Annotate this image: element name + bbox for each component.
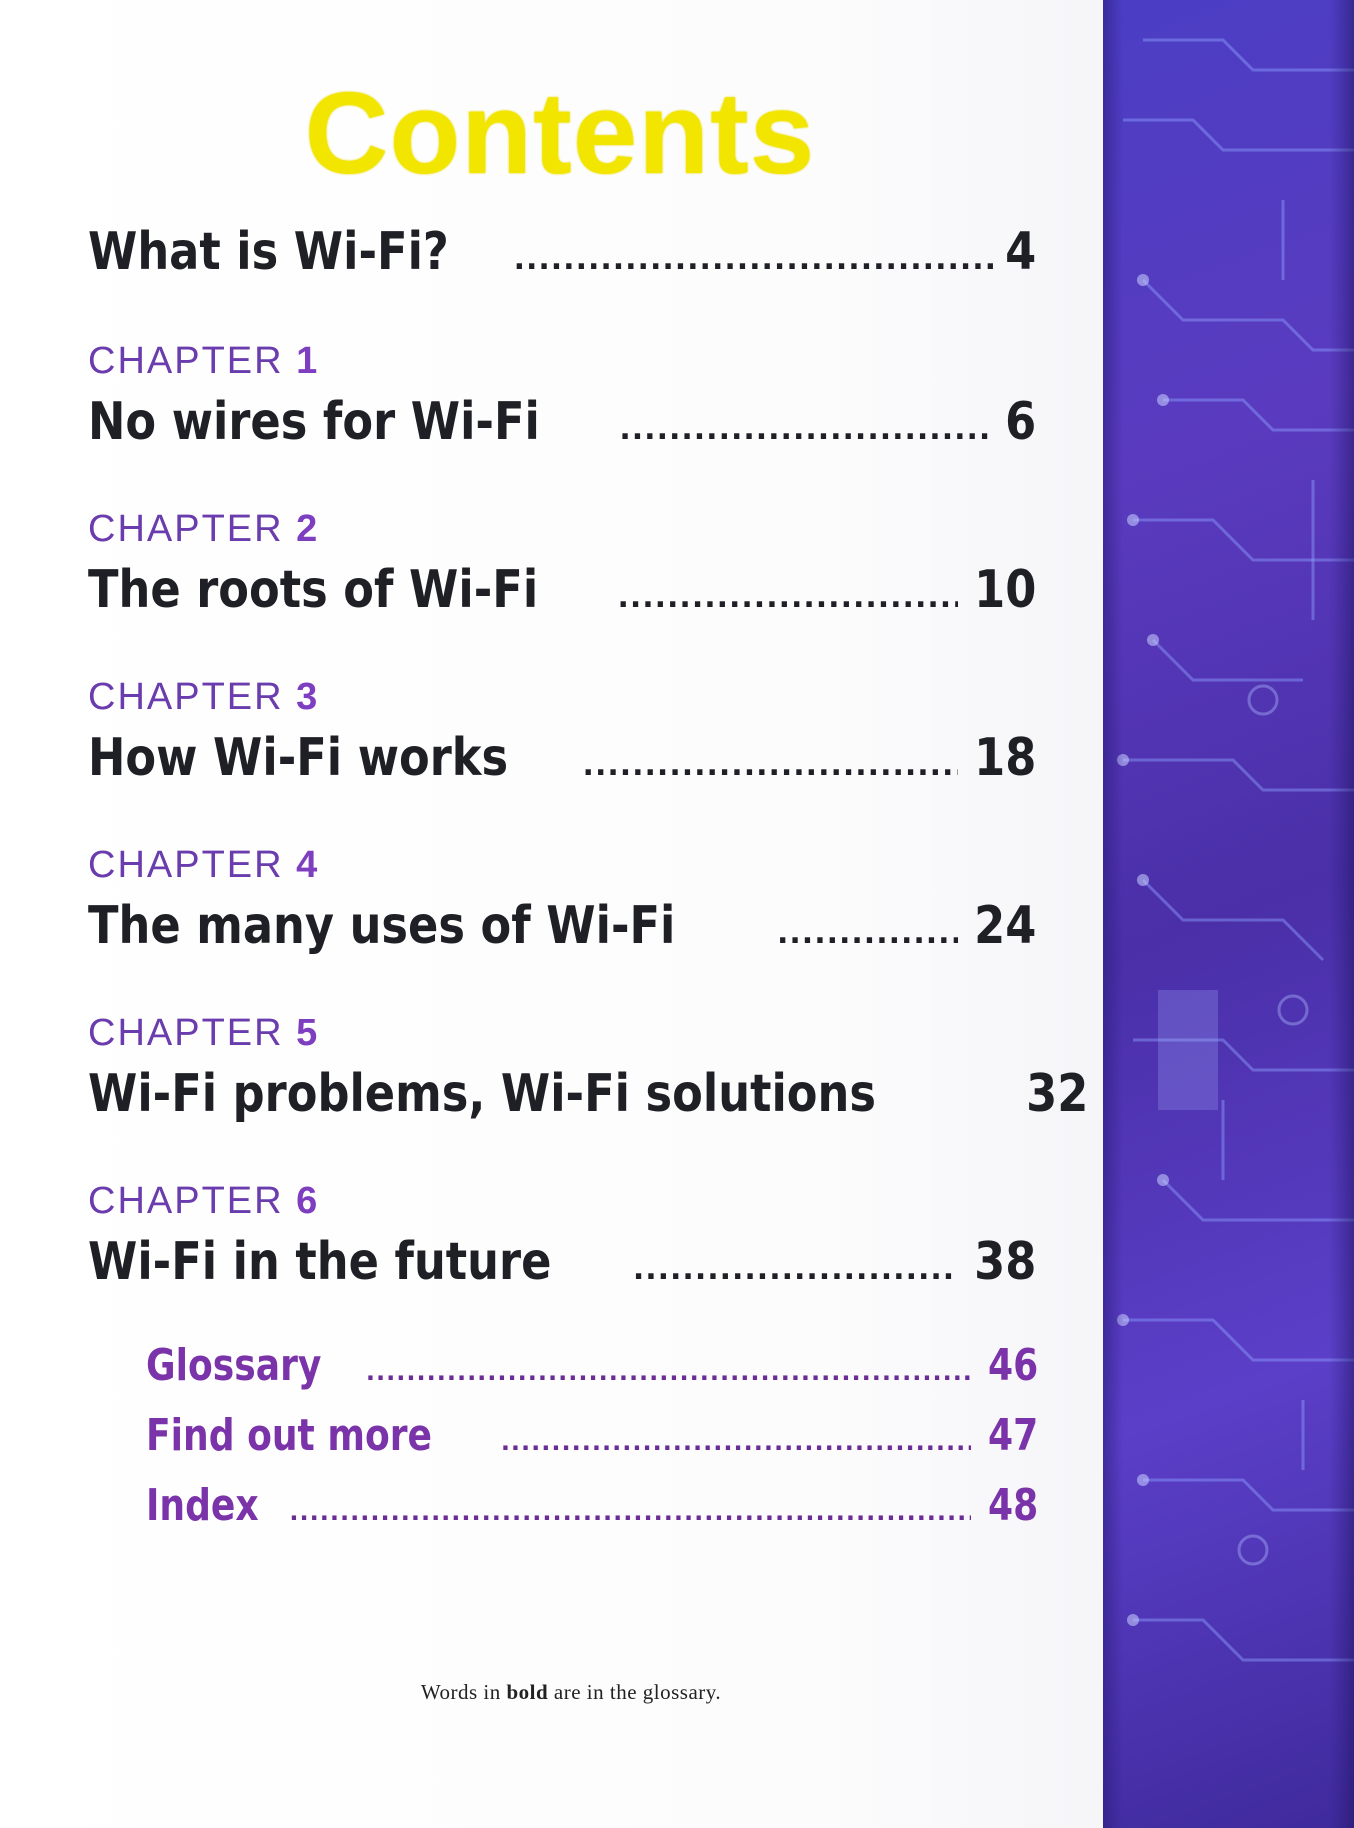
dot-leader: ........................................… xyxy=(513,242,994,277)
chapter-number: 5 xyxy=(296,1012,320,1054)
toc-entry-page: 38 xyxy=(973,1232,1036,1292)
toc-entry-chapter-6[interactable]: Wi-Fi in the future ....................… xyxy=(88,1232,1036,1292)
toc-entry-page: 46 xyxy=(987,1340,1038,1391)
toc-entry-page: 4 xyxy=(1004,222,1036,282)
chapter-word: CHAPTER xyxy=(88,844,284,886)
toc-entry-index[interactable]: Index ..................................… xyxy=(146,1480,1038,1531)
chapter-number: 4 xyxy=(296,844,320,886)
chapter-number: 6 xyxy=(296,1180,320,1222)
toc-entry-label: Glossary xyxy=(146,1340,322,1391)
toc-entry-label: The roots of Wi-Fi xyxy=(88,560,539,620)
chapter-number: 1 xyxy=(296,340,320,382)
toc-entry-page: 10 xyxy=(973,560,1036,620)
footnote-text-after: are in the glossary. xyxy=(548,1680,722,1704)
circuit-board-side-panel xyxy=(1103,0,1354,1828)
toc-entry-label: Find out more xyxy=(146,1410,433,1461)
chapter-heading-4: CHAPTER 4 xyxy=(88,844,319,887)
chapter-word: CHAPTER xyxy=(88,1180,284,1222)
footnote-bold-word: bold xyxy=(506,1680,549,1704)
dot-leader: ........................................… xyxy=(500,1428,971,1456)
dot-leader: ........................................… xyxy=(289,1498,971,1526)
toc-entry-find-out-more[interactable]: Find out more ..........................… xyxy=(146,1410,1038,1461)
chapter-heading-5: CHAPTER 5 xyxy=(88,1012,319,1055)
toc-entry-label: What is Wi-Fi? xyxy=(88,222,449,282)
chapter-heading-2: CHAPTER 2 xyxy=(88,508,319,551)
toc-entry-intro[interactable]: What is Wi-Fi? .........................… xyxy=(88,222,1036,282)
footnote-text-before: Words in xyxy=(420,1680,507,1704)
dot-leader: ........................................… xyxy=(632,1252,958,1287)
toc-entry-page: 24 xyxy=(973,896,1036,956)
chapter-number: 3 xyxy=(296,676,320,718)
toc-entry-label: Wi-Fi in the future xyxy=(88,1232,552,1292)
dot-leader: ........................................… xyxy=(582,748,958,783)
toc-entry-label: No wires for Wi-Fi xyxy=(88,392,540,452)
chapter-word: CHAPTER xyxy=(88,676,284,718)
dot-leader: ........................................… xyxy=(619,412,993,447)
toc-entry-chapter-5[interactable]: Wi-Fi problems, Wi-Fi solutions ........… xyxy=(88,1064,1089,1124)
toc-entry-chapter-4[interactable]: The many uses of Wi-Fi .................… xyxy=(88,896,1036,956)
dot-leader: ........................................… xyxy=(617,580,957,615)
chapter-word: CHAPTER xyxy=(88,340,284,382)
toc-entry-page: 32 xyxy=(1026,1064,1089,1124)
toc-entry-chapter-2[interactable]: The roots of Wi-Fi .....................… xyxy=(88,560,1036,620)
chapter-heading-1: CHAPTER 1 xyxy=(88,340,319,383)
dot-leader: ........................................… xyxy=(365,1358,971,1386)
dot-leader: ........................................… xyxy=(777,916,958,951)
toc-entry-label: How Wi-Fi works xyxy=(88,728,509,788)
toc-entry-label: Index xyxy=(146,1480,259,1531)
toc-entry-page: 6 xyxy=(1004,392,1036,452)
toc-entry-label: The many uses of Wi-Fi xyxy=(88,896,676,956)
circuit-board-pattern-icon xyxy=(1103,0,1354,1828)
page-title: Contents xyxy=(304,68,816,198)
toc-entry-page: 47 xyxy=(987,1410,1038,1461)
toc-entry-page: 48 xyxy=(987,1480,1038,1531)
toc-entry-chapter-3[interactable]: How Wi-Fi works ........................… xyxy=(88,728,1036,788)
glossary-footnote: Words in bold are in the glossary. xyxy=(0,1680,1142,1705)
chapter-word: CHAPTER xyxy=(88,1012,284,1054)
toc-entry-label: Wi-Fi problems, Wi-Fi solutions xyxy=(88,1064,876,1124)
chapter-number: 2 xyxy=(296,508,320,550)
chapter-heading-6: CHAPTER 6 xyxy=(88,1180,319,1223)
toc-entry-chapter-1[interactable]: No wires for Wi-Fi .....................… xyxy=(88,392,1036,452)
chapter-heading-3: CHAPTER 3 xyxy=(88,676,319,719)
toc-entry-page: 18 xyxy=(973,728,1036,788)
toc-entry-glossary[interactable]: Glossary ...............................… xyxy=(146,1340,1038,1391)
chapter-word: CHAPTER xyxy=(88,508,284,550)
